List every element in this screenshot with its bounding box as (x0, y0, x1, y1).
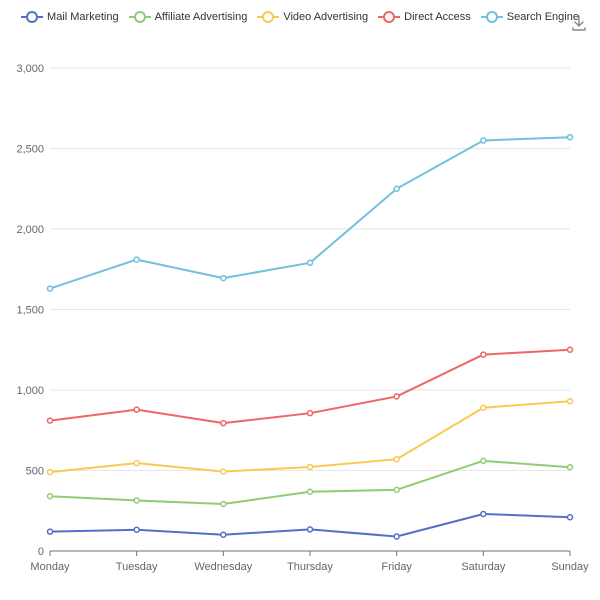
data-point (306, 488, 314, 496)
y-tick-label: 1,000 (16, 385, 44, 397)
data-point (220, 468, 227, 475)
chart-legend: Mail Marketing Affiliate Advertising Video… (0, 10, 600, 24)
data-point (393, 393, 400, 400)
legend-item[interactable]: Video Advertising (257, 10, 368, 24)
data-point (220, 531, 227, 538)
series-line (49, 512, 571, 538)
data-point (220, 500, 227, 508)
data-point (46, 417, 54, 424)
data-point (393, 455, 400, 463)
data-point (133, 497, 140, 504)
data-point (480, 510, 487, 518)
legend-item[interactable]: Direct Access (378, 10, 471, 24)
legend-label: Video Advertising (283, 11, 369, 23)
data-point (306, 526, 314, 533)
data-point (566, 346, 574, 353)
data-point (566, 464, 574, 471)
legend-item[interactable]: Affiliate Advertising (128, 10, 248, 24)
data-point (306, 259, 314, 267)
data-point (133, 459, 140, 467)
x-tick-label: Friday (381, 561, 412, 573)
data-point (566, 398, 574, 405)
data-point (133, 256, 140, 263)
x-tick-label: Monday (30, 561, 70, 573)
legend-label: Affiliate Advertising (154, 11, 248, 23)
legend-swatch-icon (378, 11, 401, 23)
data-point (480, 351, 487, 358)
data-point (46, 528, 54, 535)
legend-swatch-icon (128, 11, 151, 23)
legend-swatch-icon (21, 11, 44, 23)
data-point (566, 133, 574, 141)
x-tick-label: Thursday (287, 561, 333, 573)
data-point (46, 468, 54, 476)
data-point (480, 457, 487, 465)
data-point (133, 406, 140, 413)
y-tick-label: 1,500 (16, 305, 44, 317)
data-point (480, 137, 487, 144)
data-point (133, 526, 140, 533)
y-tick-label: 2,500 (16, 144, 44, 156)
legend-label: Mail Marketing (47, 11, 119, 23)
y-tick-label: 3,000 (16, 63, 44, 75)
legend-item[interactable]: Search Engine (480, 10, 579, 24)
legend-swatch-icon (480, 11, 503, 23)
x-tick-label: Tuesday (116, 561, 158, 573)
legend-label: Search Engine (506, 11, 579, 23)
data-point (220, 274, 227, 282)
data-point (393, 486, 400, 494)
legend-item[interactable]: Mail Marketing (21, 10, 119, 24)
legend-label: Direct Access (404, 11, 471, 23)
y-tick-label: 2,000 (16, 224, 44, 236)
data-point (480, 404, 487, 411)
data-point (306, 463, 314, 471)
data-point (46, 285, 54, 292)
y-tick-label: 500 (26, 466, 44, 478)
data-point (306, 409, 314, 417)
data-point (46, 493, 54, 500)
y-tick-label: 0 (38, 546, 44, 558)
data-point (566, 513, 574, 521)
x-tick-label: Sunday (551, 561, 589, 573)
legend-swatch-icon (257, 11, 280, 23)
data-point (220, 419, 227, 427)
x-tick-label: Wednesday (194, 561, 252, 573)
x-tick-label: Saturday (461, 561, 506, 573)
download-icon[interactable] (570, 14, 588, 32)
data-point (393, 185, 400, 192)
data-point (393, 533, 400, 540)
